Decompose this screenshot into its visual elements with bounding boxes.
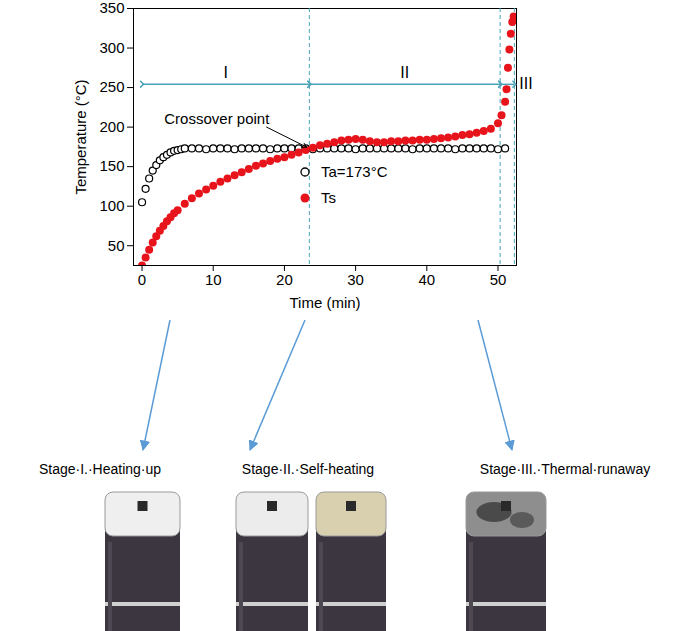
svg-text:I: I bbox=[223, 64, 227, 81]
svg-text:Crossover point: Crossover point bbox=[164, 110, 270, 127]
svg-text:Stage·III.·Thermal·runaway: Stage·III.·Thermal·runaway bbox=[480, 461, 650, 477]
svg-text:Stage·II.·Self-heating: Stage·II.·Self-heating bbox=[242, 461, 374, 477]
svg-text:50: 50 bbox=[108, 237, 125, 254]
svg-text:Temperature (°C): Temperature (°C) bbox=[72, 79, 89, 194]
svg-text:30: 30 bbox=[347, 271, 364, 288]
svg-text:0: 0 bbox=[138, 271, 146, 288]
svg-text:Time (min): Time (min) bbox=[289, 294, 360, 311]
svg-text:10: 10 bbox=[205, 271, 222, 288]
svg-text:300: 300 bbox=[99, 39, 124, 56]
svg-text:Ts: Ts bbox=[321, 189, 336, 206]
svg-text:100: 100 bbox=[99, 197, 124, 214]
svg-text:Stage·I.·Heating·up: Stage·I.·Heating·up bbox=[39, 461, 161, 477]
svg-text:150: 150 bbox=[99, 157, 124, 174]
svg-text:III: III bbox=[519, 75, 532, 92]
svg-text:50: 50 bbox=[490, 271, 507, 288]
svg-text:40: 40 bbox=[418, 271, 435, 288]
svg-text:Ta=173°C: Ta=173°C bbox=[321, 163, 388, 180]
svg-text:250: 250 bbox=[99, 78, 124, 95]
svg-text:350: 350 bbox=[99, 0, 124, 16]
svg-text:20: 20 bbox=[276, 271, 293, 288]
svg-text:200: 200 bbox=[99, 118, 124, 135]
svg-text:II: II bbox=[400, 64, 409, 81]
